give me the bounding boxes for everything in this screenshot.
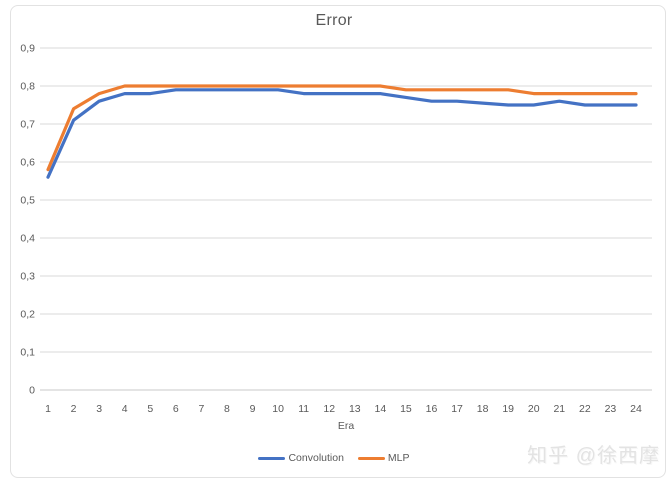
x-tick-label: 6 [173, 403, 179, 415]
x-tick-label: 13 [349, 403, 361, 415]
x-tick-label: 9 [250, 403, 256, 415]
x-tick-label: 11 [298, 403, 309, 415]
chart-border [10, 5, 666, 478]
series-line-convolution [46, 88, 638, 179]
x-tick-label: 5 [147, 403, 153, 415]
chart-title: Error [315, 12, 353, 29]
x-tick-label: 22 [579, 403, 591, 415]
watermark: 知乎 @徐西摩 [527, 445, 660, 467]
y-tick-label: 0,7 [20, 119, 35, 131]
x-tick-label: 18 [477, 403, 489, 415]
y-tick-label: 0,8 [20, 81, 35, 93]
y-tick-label: 0,9 [20, 43, 35, 55]
convolution-line-swatch [258, 456, 286, 460]
x-tick-label: 10 [272, 403, 284, 415]
x-tick-label: 4 [122, 403, 128, 415]
x-tick-label: 23 [605, 403, 617, 415]
legend-item-mlp: MLP [357, 452, 410, 464]
y-tick-label: 0,3 [20, 271, 35, 283]
x-tick-label: 8 [224, 403, 230, 415]
x-tick-label: 19 [502, 403, 514, 415]
y-tick-label: 0,4 [20, 233, 35, 245]
y-tick-label: 0,1 [20, 347, 35, 359]
legend-label-mlp: MLP [387, 452, 410, 464]
x-axis-title: Era [337, 420, 355, 432]
x-tick-label: 16 [426, 403, 438, 415]
x-tick-label: 24 [630, 403, 642, 415]
y-tick-label: 0 [29, 385, 35, 397]
x-tick-label: 15 [400, 403, 412, 415]
y-tick-label: 0,5 [20, 195, 35, 207]
x-tick-label: 2 [71, 403, 77, 415]
x-tick-label: 21 [553, 403, 565, 415]
x-tick-label: 14 [375, 403, 387, 415]
series-line-mlp [46, 84, 638, 172]
x-tick-label: 20 [528, 403, 540, 415]
x-tick-label: 3 [96, 403, 102, 415]
legend-label-convolution: Convolution [288, 452, 344, 464]
x-tick-label: 7 [198, 403, 204, 415]
mlp-line-swatch [357, 456, 385, 460]
x-tick-label: 1 [45, 403, 51, 415]
y-tick-label: 0,2 [20, 309, 35, 321]
legend-item-convolution: Convolution [258, 452, 344, 464]
legend: Convolution MLP [0, 449, 668, 467]
y-tick-label: 0,6 [20, 157, 35, 169]
x-tick-label: 12 [323, 403, 335, 415]
x-tick-label: 17 [451, 403, 463, 415]
